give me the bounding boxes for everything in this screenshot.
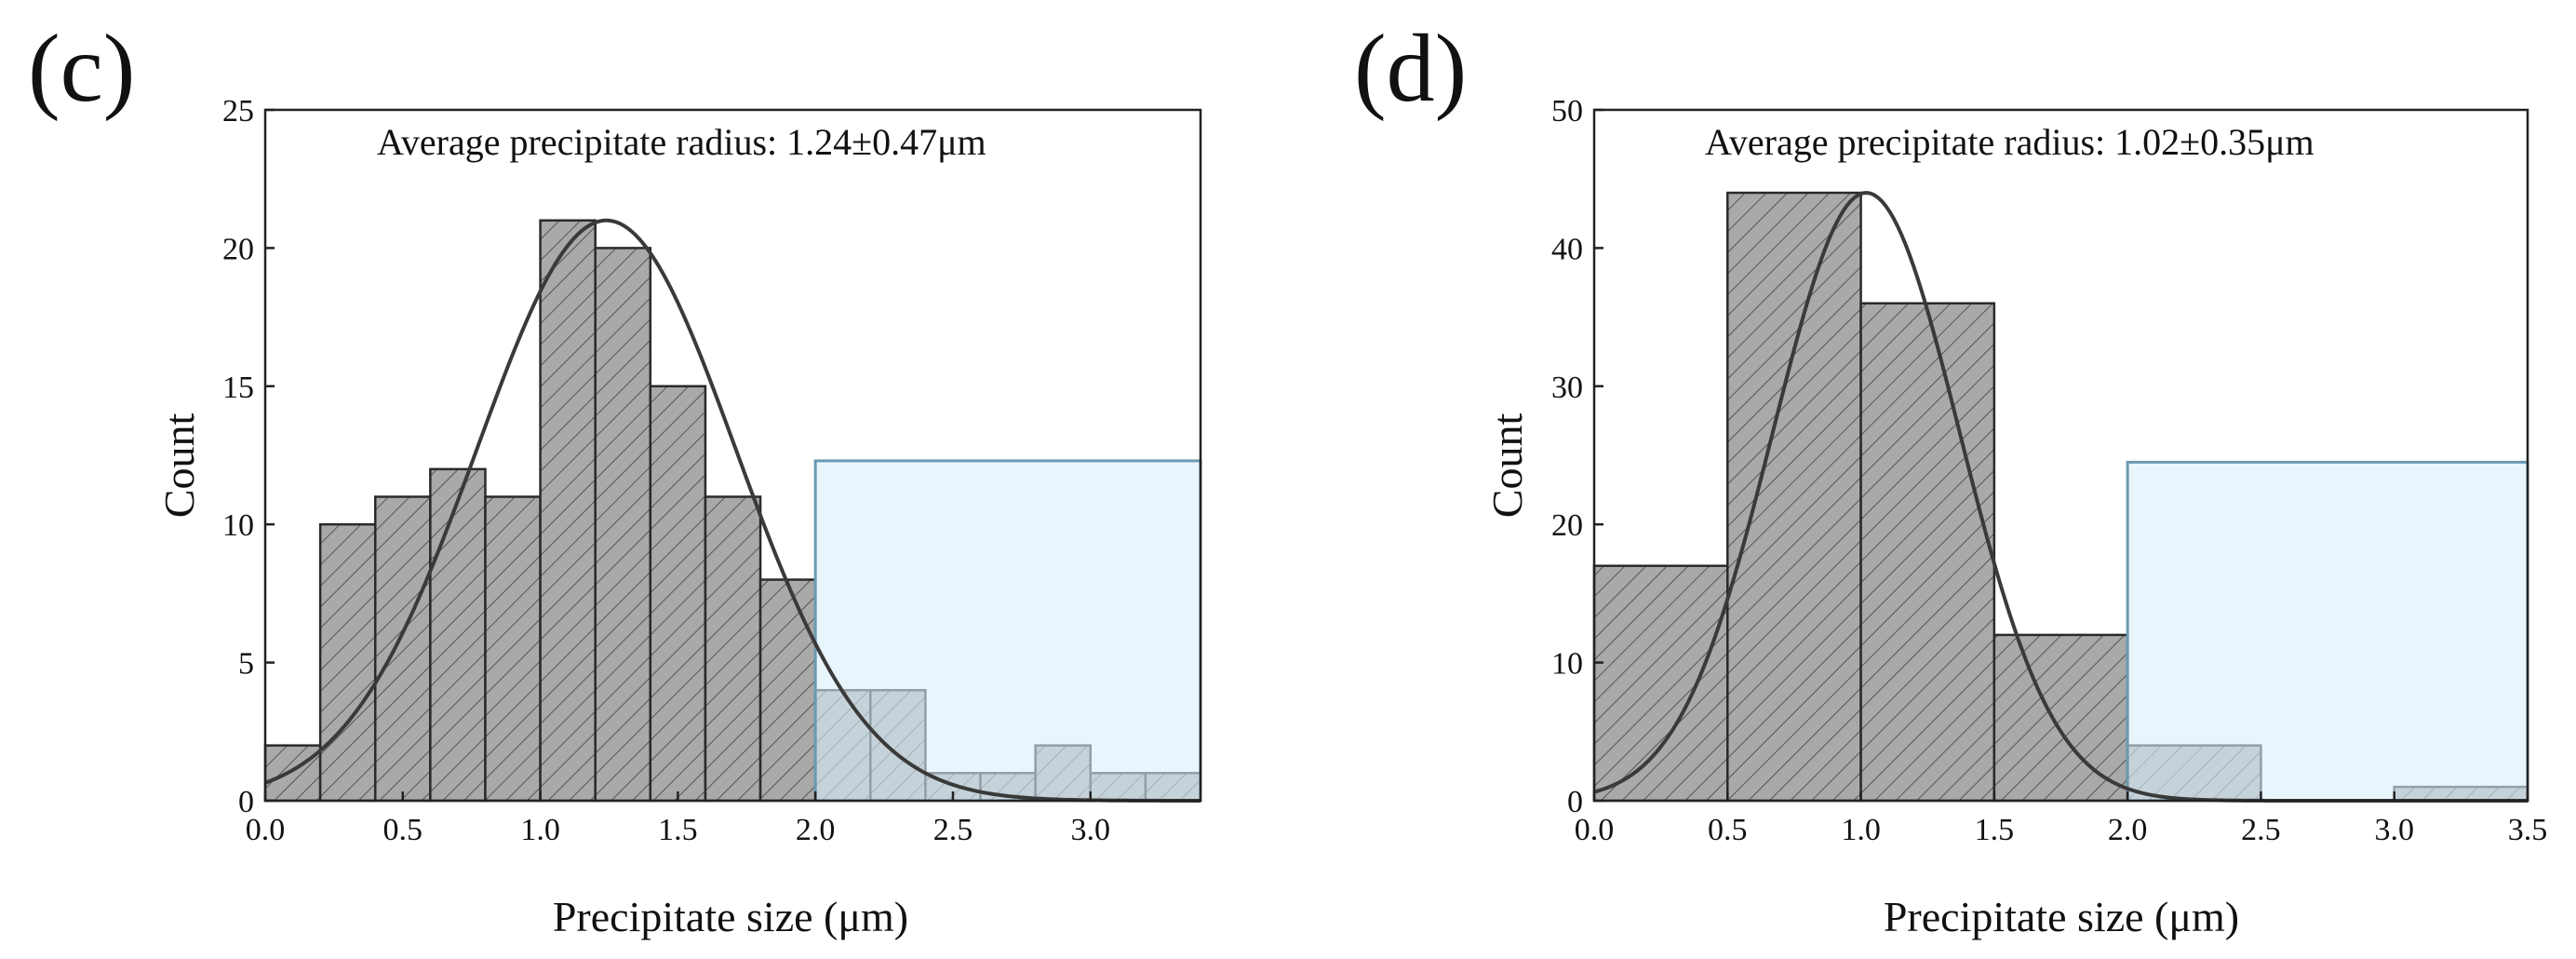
plot-area: 0.0 0.5 1.0 1.5 2.0 2.5 3.0 0 5 10 15 20 25 <box>222 94 1202 847</box>
histogram-bar <box>373 495 432 803</box>
x-tick-label: 1.5 <box>658 813 698 847</box>
x-tick-label: 1.0 <box>520 813 560 847</box>
x-tick-label: 1.5 <box>1975 813 2015 847</box>
gaussian-fit-curve <box>264 218 1201 803</box>
y-tick-label: 5 <box>238 647 254 682</box>
x-tick-label: 0.0 <box>246 813 286 847</box>
average-radius-annotation: Average precipitate radius: 1.02±0.35μm <box>1705 121 2314 163</box>
x-tick-label: 3.0 <box>2374 813 2414 847</box>
y-tick-label: 15 <box>222 371 254 405</box>
y-tick-label: 0 <box>1567 785 1583 819</box>
y-axis-title: Count <box>155 413 203 519</box>
histogram-bar <box>484 495 542 803</box>
average-radius-annotation: Average precipitate radius: 1.24±0.47μm <box>377 121 986 163</box>
x-tick-label: 2.0 <box>796 813 836 847</box>
y-tick-label: 30 <box>1551 371 1583 405</box>
histogram-bar <box>649 385 707 803</box>
plot-frame <box>1592 108 2529 803</box>
histogram-bar <box>263 744 322 803</box>
x-axis-title: Precipitate size (μm) <box>1884 893 2239 940</box>
x-tick-label: 0.5 <box>383 813 423 847</box>
histogram-bar <box>704 495 762 803</box>
x-tick-label: 0.0 <box>1575 813 1615 847</box>
histogram-bar <box>594 247 652 803</box>
x-tick-label: 3.0 <box>1071 813 1111 847</box>
y-tick-label: 10 <box>1551 647 1583 682</box>
panel-label: (c) <box>28 15 135 122</box>
histogram-bar <box>318 522 377 803</box>
plot-area: 0.0 0.5 1.0 1.5 2.0 2.5 3.0 3.5 0 10 20 30 40 50 <box>1551 94 2547 847</box>
histogram-bar <box>539 219 597 803</box>
x-tick-label: 2.5 <box>2241 813 2281 847</box>
x-tick-label: 0.5 <box>1708 813 1748 847</box>
histogram-bar <box>429 467 487 803</box>
x-tick-label: 1.0 <box>1841 813 1881 847</box>
y-tick-label: 25 <box>222 94 254 128</box>
y-axis-title: Count <box>1483 413 1531 519</box>
chart-panel-d: (d) Count Precipitate size (μm) Average … <box>1354 15 2547 940</box>
x-axis-title: Precipitate size (μm) <box>553 893 908 940</box>
y-tick-label: 10 <box>222 508 254 543</box>
chart-panel-c: (c) Count Precipitate size (μm) Average … <box>28 15 1202 940</box>
y-tick-label: 20 <box>222 232 254 266</box>
x-tick-label: 3.5 <box>2508 813 2548 847</box>
y-tick-label: 0 <box>238 785 254 819</box>
histogram-bar <box>1726 191 1862 803</box>
highlight-region <box>2126 460 2529 803</box>
histogram-bar <box>1992 633 2129 803</box>
y-tick-label: 50 <box>1551 94 1583 128</box>
histogram-bar <box>1859 302 1996 803</box>
x-tick-label: 2.5 <box>933 813 973 847</box>
highlight-region <box>813 459 1202 803</box>
y-tick-label: 40 <box>1551 232 1583 266</box>
x-tick-label: 2.0 <box>2108 813 2148 847</box>
histogram-bar <box>758 578 817 803</box>
panel-label: (d) <box>1354 15 1467 122</box>
plot-frame <box>263 108 1202 803</box>
y-tick-label: 20 <box>1551 508 1583 543</box>
histogram-bar <box>1592 564 1729 803</box>
